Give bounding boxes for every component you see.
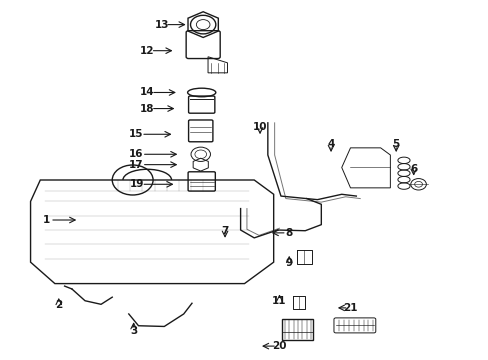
Text: 17: 17	[129, 159, 143, 170]
Text: 19: 19	[129, 179, 143, 189]
Text: 7: 7	[221, 226, 228, 236]
Text: 8: 8	[285, 228, 292, 238]
Text: 18: 18	[140, 104, 154, 113]
Text: 12: 12	[140, 46, 154, 56]
Text: 11: 11	[272, 296, 286, 306]
Text: 5: 5	[392, 139, 399, 149]
Text: 13: 13	[154, 19, 169, 30]
Text: 15: 15	[129, 129, 143, 139]
Text: 4: 4	[326, 139, 334, 149]
Text: 9: 9	[285, 258, 292, 268]
Text: 14: 14	[140, 87, 154, 98]
Text: 1: 1	[42, 215, 50, 225]
Text: 2: 2	[55, 300, 62, 310]
Text: 3: 3	[130, 326, 137, 336]
Text: 16: 16	[129, 149, 143, 159]
Text: 20: 20	[272, 341, 286, 351]
Text: 10: 10	[252, 122, 267, 132]
Text: 21: 21	[343, 303, 357, 313]
Text: 6: 6	[409, 163, 416, 174]
